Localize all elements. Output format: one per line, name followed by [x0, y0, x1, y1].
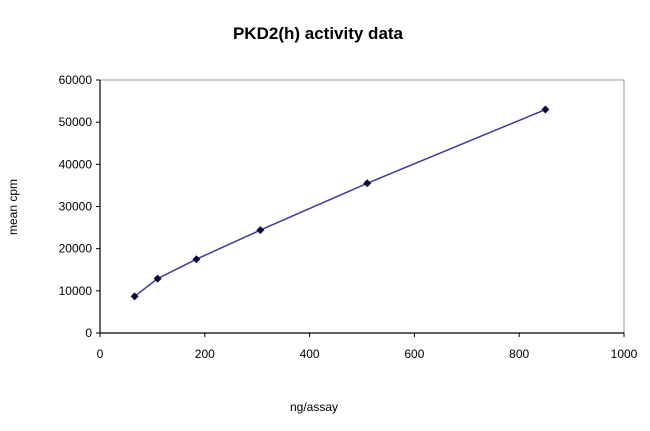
data-point [153, 274, 162, 283]
x-tick-label: 800 [509, 347, 529, 361]
data-point [541, 105, 550, 114]
y-tick-label: 40000 [59, 157, 93, 171]
y-tick-label: 60000 [59, 73, 93, 87]
x-tick-label: 600 [404, 347, 424, 361]
series-line [134, 108, 546, 297]
x-tick-label: 1000 [611, 347, 638, 361]
chart-title: PKD2(h) activity data [233, 24, 404, 43]
data-point [363, 179, 372, 188]
x-tick-label: 200 [195, 347, 215, 361]
y-tick-label: 0 [85, 326, 92, 340]
axes: 0 10000 20000 30000 40000 50000 60000 0 200 400 60… [59, 73, 638, 361]
y-tick-label: 30000 [59, 200, 93, 214]
data-point [192, 255, 201, 264]
plot-marks [130, 105, 550, 301]
x-tick-label: 400 [300, 347, 320, 361]
data-point [256, 226, 265, 235]
y-tick-label: 20000 [59, 242, 93, 256]
x-tick-label: 0 [97, 347, 104, 361]
y-tick-label: 50000 [59, 115, 93, 129]
y-axis-label: mean cpm [6, 179, 20, 235]
data-point [130, 292, 139, 301]
y-tick-label: 10000 [59, 284, 93, 298]
plot-area-border [99, 79, 625, 334]
x-axis-label: ng/assay [290, 400, 338, 414]
